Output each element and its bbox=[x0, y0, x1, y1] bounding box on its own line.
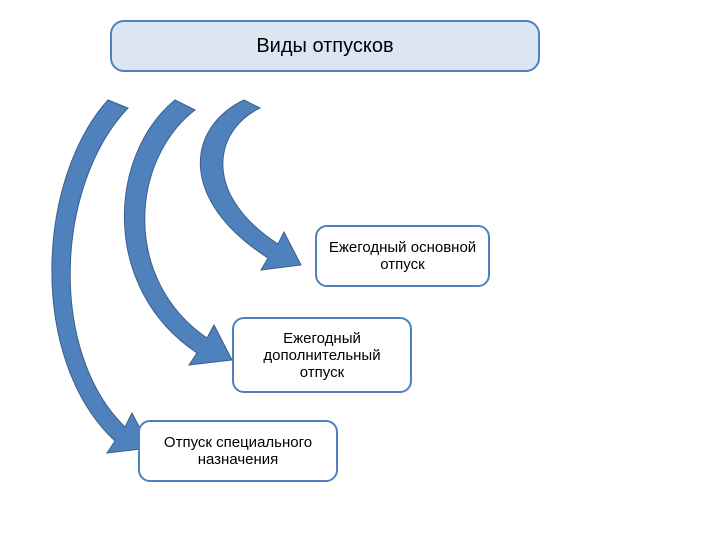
leaf-box-1: Ежегодный основной отпуск bbox=[315, 225, 490, 287]
leaf-box-3: Отпуск специального назначения bbox=[138, 420, 338, 482]
title-box: Виды отпусков bbox=[110, 20, 540, 72]
leaf-label: Ежегодный дополнительный отпуск bbox=[244, 330, 400, 381]
leaf-label: Ежегодный основной отпуск bbox=[327, 239, 478, 273]
curved-arrow-3 bbox=[52, 100, 150, 453]
leaf-box-2: Ежегодный дополнительный отпуск bbox=[232, 317, 412, 393]
leaf-label: Отпуск специального назначения bbox=[150, 434, 326, 468]
curved-arrow-1 bbox=[200, 100, 301, 270]
curved-arrow-2 bbox=[124, 100, 232, 365]
title-text: Виды отпусков bbox=[256, 35, 393, 58]
